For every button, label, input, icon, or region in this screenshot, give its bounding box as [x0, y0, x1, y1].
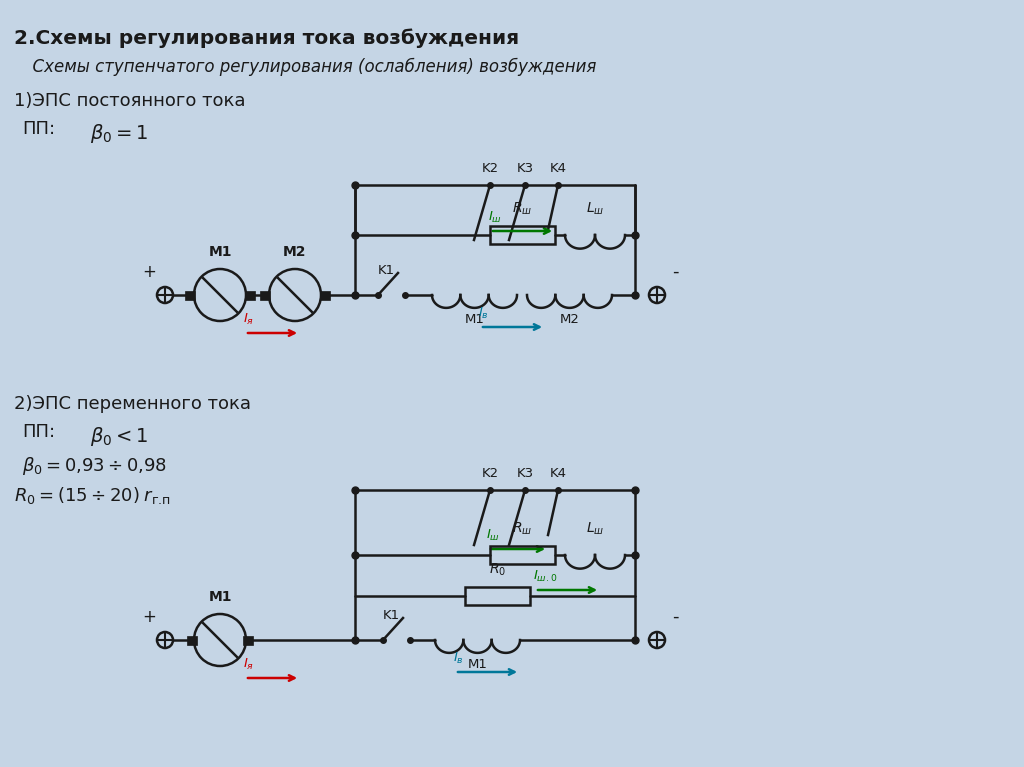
Text: 2)ЭПС переменного тока: 2)ЭПС переменного тока: [14, 395, 251, 413]
Text: $\beta_0 < 1$: $\beta_0 < 1$: [90, 425, 148, 448]
Text: K3: K3: [516, 162, 534, 175]
Text: $\beta_0 = 0{,}93 \div 0{,}98$: $\beta_0 = 0{,}93 \div 0{,}98$: [22, 455, 167, 477]
Text: $I_в$: $I_в$: [453, 651, 464, 666]
Text: $I_{ш}$: $I_{ш}$: [488, 210, 502, 225]
Text: $I_{ш}$: $I_{ш}$: [486, 528, 500, 543]
Bar: [243, 636, 253, 644]
Text: ПП:: ПП:: [22, 423, 55, 441]
Text: $L_{ш}$: $L_{ш}$: [586, 201, 604, 217]
Text: $R_{ш}$: $R_{ш}$: [512, 521, 532, 537]
Text: $R_{ш}$: $R_{ш}$: [512, 201, 532, 217]
Bar: [187, 636, 197, 644]
Text: $I_я$: $I_я$: [243, 312, 254, 327]
Text: $I_в$: $I_в$: [478, 306, 488, 321]
Text: -: -: [672, 608, 678, 626]
Text: M2: M2: [284, 245, 307, 259]
Text: $R_0$: $R_0$: [488, 561, 506, 578]
Bar: [490, 546, 555, 564]
Text: +: +: [142, 608, 156, 626]
Text: K4: K4: [550, 467, 566, 480]
Bar: [465, 587, 530, 605]
Text: $I_я$: $I_я$: [243, 657, 254, 672]
Text: $I_{ш.0}$: $I_{ш.0}$: [534, 569, 557, 584]
Text: 1)ЭПС постоянного тока: 1)ЭПС постоянного тока: [14, 92, 246, 110]
Text: K3: K3: [516, 467, 534, 480]
Text: +: +: [142, 263, 156, 281]
Text: M2: M2: [559, 313, 580, 326]
Bar: [245, 291, 255, 299]
Text: M1: M1: [468, 658, 487, 671]
Text: Схемы ступенчатого регулирования (ослабления) возбуждения: Схемы ступенчатого регулирования (ослабл…: [22, 58, 596, 76]
Bar: [260, 291, 270, 299]
Text: K2: K2: [481, 467, 499, 480]
Text: M1: M1: [208, 590, 231, 604]
Text: $\beta_0 = 1$: $\beta_0 = 1$: [90, 122, 148, 145]
Text: K4: K4: [550, 162, 566, 175]
Text: ПП:: ПП:: [22, 120, 55, 138]
Bar: [185, 291, 195, 299]
Bar: [319, 291, 330, 299]
Bar: [490, 226, 555, 244]
Text: -: -: [672, 263, 678, 281]
Text: 2.Схемы регулирования тока возбуждения: 2.Схемы регулирования тока возбуждения: [14, 28, 519, 48]
Text: K1: K1: [383, 609, 400, 622]
Text: $R_0 = (15 \div 20)\; r_{\text{г.п}}$: $R_0 = (15 \div 20)\; r_{\text{г.п}}$: [14, 485, 171, 506]
Text: K2: K2: [481, 162, 499, 175]
Text: $L_{ш}$: $L_{ш}$: [586, 521, 604, 537]
Text: M1: M1: [465, 313, 484, 326]
Text: K1: K1: [378, 264, 395, 277]
Text: M1: M1: [208, 245, 231, 259]
